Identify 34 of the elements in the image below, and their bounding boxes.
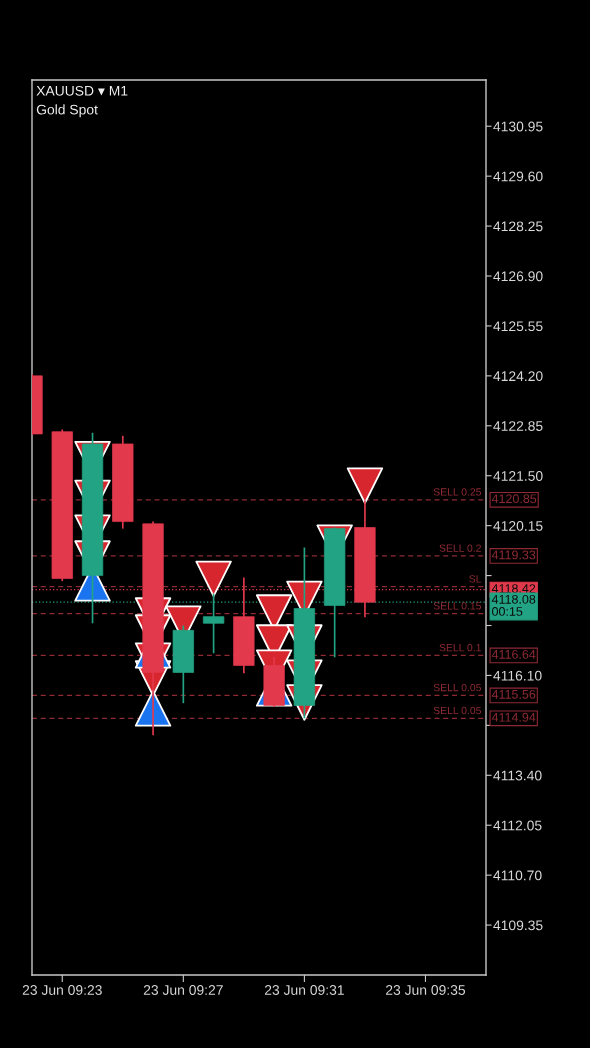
- ref-line-label: SL: [469, 575, 482, 583]
- x-tick-label: 23 Jun 09:35: [386, 985, 466, 995]
- y-tick-label: 4110.70: [493, 870, 542, 881]
- y-tick-label: 4126.90: [493, 271, 543, 282]
- ref-line-label: SELL 0.25: [433, 488, 482, 496]
- chart-title: XAUUSD ▾ M1: [36, 85, 128, 96]
- y-tick-label: 4125.55: [493, 321, 543, 332]
- y-tick-label: 4121.50: [493, 471, 543, 481]
- y-tick-label: 4129.60: [493, 171, 543, 182]
- y-tick-label: 4116.10: [493, 670, 542, 681]
- x-tick-label: 23 Jun 09:31: [264, 985, 344, 995]
- annotation: 4118.42: [491, 584, 536, 593]
- y-tick-label: 4122.85: [493, 421, 543, 431]
- y-tick-label: 4113.40: [493, 770, 542, 781]
- x-tick-label: 23 Jun 09:27: [143, 985, 223, 995]
- y-tick-label: 4130.95: [493, 121, 543, 132]
- ref-line-label: SELL 0.2: [439, 544, 481, 552]
- y-tick-label: 4124.20: [493, 371, 543, 382]
- text: Gold Spot: [36, 104, 98, 118]
- annotation: 4115.56: [491, 689, 536, 699]
- ref-line-label: SELL 0.05: [433, 706, 482, 715]
- ref-line-label: SELL 0.1: [439, 643, 481, 652]
- annotation: 4120.85: [491, 494, 537, 504]
- ref-line-label: SELL 0.15: [433, 602, 482, 610]
- annotation: 4116.64: [491, 649, 536, 659]
- annotation: 4119.33: [491, 550, 536, 560]
- annotation: 4118.08 00:15: [491, 594, 536, 616]
- y-tick-label: 4128.25: [493, 221, 543, 232]
- y-tick-label: 4109.35: [493, 920, 543, 931]
- x-tick-label: 23 Jun 09:23: [22, 985, 102, 995]
- annotation: 4114.94: [491, 712, 536, 722]
- ref-line-label: SELL 0.05: [433, 683, 482, 692]
- y-tick-label: 4112.05: [493, 820, 542, 831]
- y-tick-label: 4120.15: [493, 520, 543, 531]
